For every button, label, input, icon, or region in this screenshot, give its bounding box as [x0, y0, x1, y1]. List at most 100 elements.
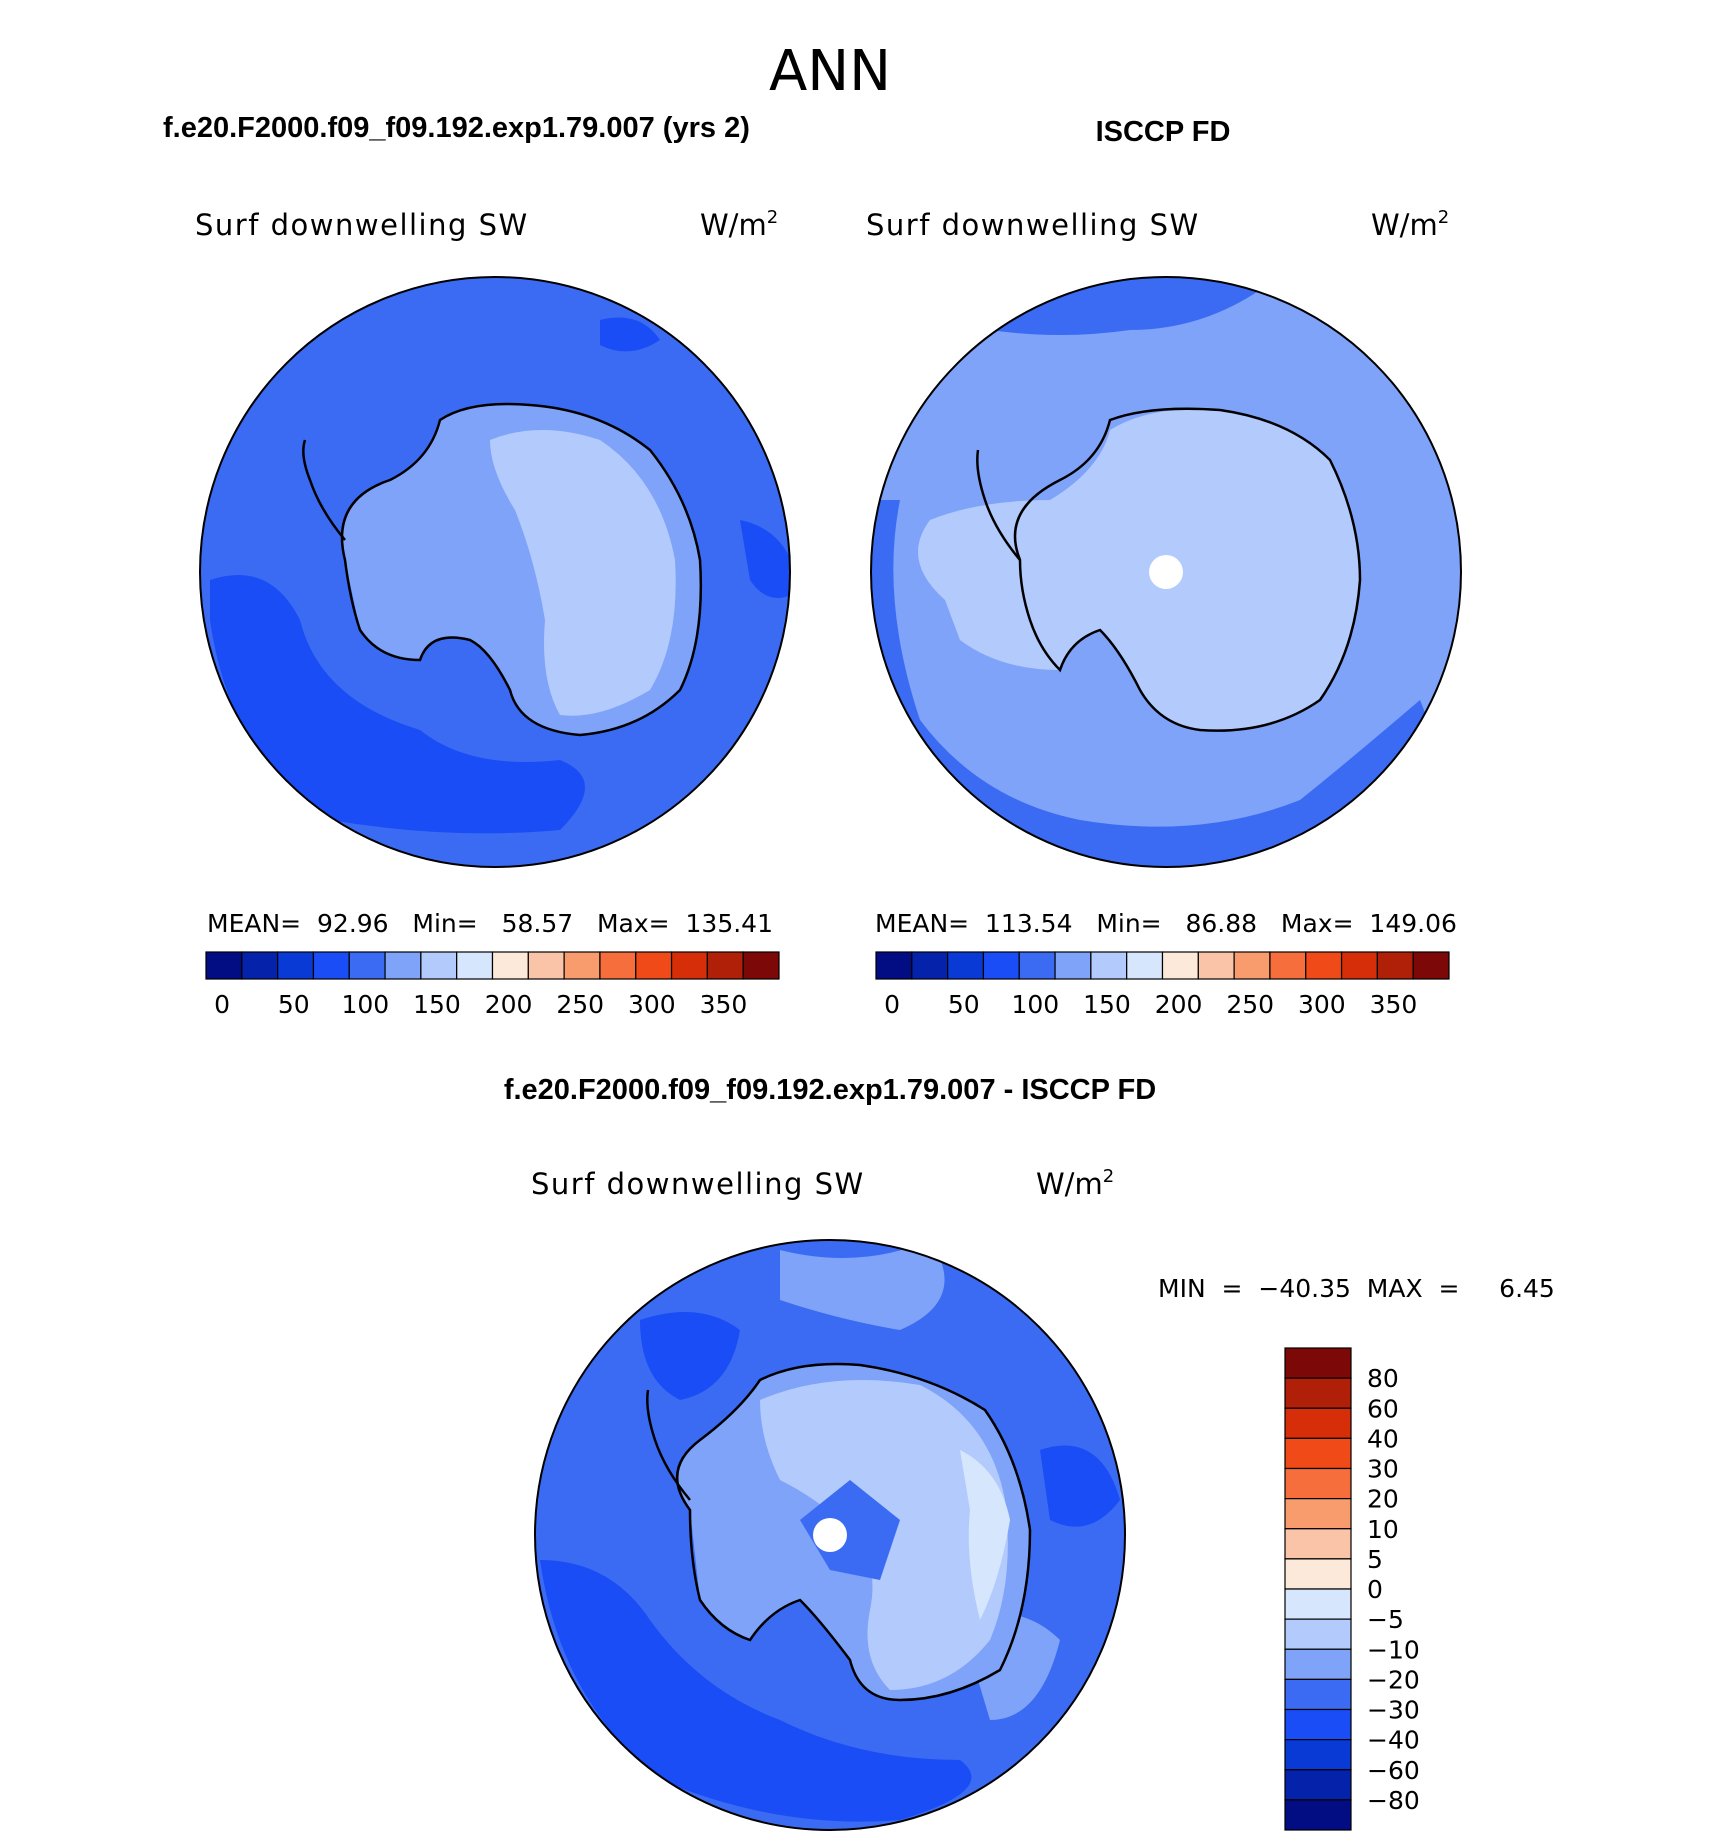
colorbar-swatch — [875, 951, 913, 980]
colorbar-swatch — [1284, 1588, 1352, 1620]
map-diff — [535, 1240, 1125, 1830]
colorbar-swatch — [491, 951, 529, 980]
colorbar-swatch — [982, 951, 1020, 980]
colorbar-swatch — [1269, 951, 1307, 980]
panel-model: f.e20.F2000.f09_f09.192.exp1.79.007 (yrs… — [163, 112, 791, 1019]
colorbar-tick-label: 0 — [214, 990, 230, 1019]
colorbar-tick-label: −20 — [1367, 1665, 1420, 1694]
colorbar-swatch — [635, 951, 673, 980]
panel-diff-variable: Surf downwelling SW — [531, 1167, 865, 1201]
colorbar-swatch — [742, 951, 780, 980]
colorbar-tick-label: 250 — [1226, 990, 1274, 1019]
map-diff-border — [534, 1239, 1126, 1831]
colorbar-swatch — [1233, 951, 1271, 980]
colorbar-swatch — [348, 951, 386, 980]
colorbar-swatch — [241, 951, 279, 980]
colorbar-swatch — [911, 951, 949, 980]
panel-model-title: f.e20.F2000.f09_f09.192.exp1.79.007 (yrs… — [163, 112, 750, 144]
colorbar-swatch — [384, 951, 422, 980]
units-base: W/m — [1371, 208, 1438, 242]
colorbar-swatch — [1284, 1377, 1352, 1409]
map-region-darker — [1040, 1445, 1120, 1527]
colorbar-tick-label: −5 — [1367, 1605, 1404, 1634]
map-region-dark — [990, 277, 1260, 335]
colorbar-tick-label: 100 — [342, 990, 390, 1019]
map-pole-missing — [1149, 555, 1183, 589]
map-region-dark — [210, 575, 585, 834]
map-coastline — [340, 402, 703, 737]
map-region-dark — [600, 317, 660, 352]
panel-obs-units: W/m2 — [1371, 207, 1449, 242]
panel-diff-units: W/m2 — [1036, 1166, 1114, 1201]
colorbar-swatch — [947, 951, 985, 980]
map-pole-missing — [813, 1518, 847, 1552]
units-base: W/m — [700, 208, 767, 242]
map-obs-border — [870, 276, 1462, 868]
panel-model-stats: MEAN= 92.96 Min= 58.57 Max= 135.41 — [207, 909, 773, 938]
colorbar-tick-label: 300 — [628, 990, 676, 1019]
colorbar-swatch — [1284, 1558, 1352, 1590]
map-coastline — [1013, 407, 1362, 732]
colorbar-swatch — [1284, 1467, 1352, 1500]
map-peninsula — [646, 1389, 691, 1501]
colorbar-swatch — [1376, 951, 1414, 980]
colorbar-tick-label: 10 — [1367, 1515, 1399, 1544]
colorbar-swatch — [1284, 1437, 1352, 1470]
colorbar-swatch — [1284, 1769, 1352, 1801]
units-exponent: 2 — [1438, 207, 1449, 228]
colorbar-tick-label: 0 — [884, 990, 900, 1019]
colorbar-swatch — [1161, 951, 1199, 980]
main-title: ANN — [769, 39, 891, 104]
colorbar-swatch — [277, 951, 315, 980]
colorbar-tick-label: −30 — [1367, 1696, 1420, 1725]
panel-obs-stats: MEAN= 113.54 Min= 86.88 Max= 149.06 — [875, 909, 1457, 938]
colorbar-swatch — [599, 951, 637, 980]
colorbar-tick-label: 5 — [1367, 1545, 1383, 1574]
colorbar-swatch — [312, 951, 350, 980]
colorbar-swatch — [1284, 1407, 1352, 1439]
colorbar-swatch — [1090, 951, 1128, 980]
map-peninsula — [302, 439, 346, 541]
map-model — [200, 277, 790, 867]
panel-obs-variable: Surf downwelling SW — [866, 208, 1200, 242]
map-region-palest — [960, 1450, 1010, 1620]
colorbar-swatch — [1054, 951, 1092, 980]
colorbar-tick-label: 60 — [1367, 1394, 1399, 1423]
colorbar-tick-label: −40 — [1367, 1726, 1420, 1755]
colorbar-swatch — [527, 951, 565, 980]
map-region-darker — [640, 1312, 740, 1400]
colorbar-tick-label: 350 — [1370, 990, 1418, 1019]
map-peninsula — [976, 449, 1021, 561]
colorbar-swatch — [456, 951, 494, 980]
colorbar-tick-label: 0 — [1367, 1575, 1383, 1604]
map-region-plateau — [490, 430, 676, 716]
map-region-dark — [740, 520, 790, 598]
colorbar-swatch — [670, 951, 708, 980]
colorbar-tick-label: 80 — [1367, 1364, 1399, 1393]
map-region-land — [918, 409, 1360, 731]
units-base: W/m — [1036, 1167, 1103, 1201]
map-region-dark — [871, 500, 1461, 867]
colorbar-swatch — [1284, 1799, 1352, 1831]
units-exponent: 2 — [767, 207, 778, 228]
map-model-border — [199, 276, 791, 868]
colorbar-swatch — [1340, 951, 1378, 980]
colorbar-swatch — [205, 951, 243, 980]
panel-diff-stats: MIN = −40.35 MAX = 6.45 — [1158, 1274, 1555, 1303]
colorbar-tick-label: 40 — [1367, 1424, 1399, 1453]
map-coastline — [675, 1362, 1032, 1702]
panel-diff: f.e20.F2000.f09_f09.192.exp1.79.007 - IS… — [504, 1074, 1555, 1831]
map-region-darker — [540, 1560, 972, 1822]
colorbar-swatch — [1284, 1678, 1352, 1711]
colorbar-swatch — [1305, 951, 1343, 980]
colorbar-tick-label: 200 — [1155, 990, 1203, 1019]
colorbar-tick-label: 100 — [1012, 990, 1060, 1019]
colorbar-swatch — [1412, 951, 1450, 980]
colorbar-swatch — [1018, 951, 1056, 980]
colorbar-swatch — [420, 951, 458, 980]
colorbar-model: 0 50 100 150 200 250 300 350 — [205, 951, 780, 1019]
colorbar-swatch — [1284, 1347, 1352, 1379]
colorbar-swatch — [1284, 1498, 1352, 1530]
colorbar-tick-label: 30 — [1367, 1455, 1399, 1484]
